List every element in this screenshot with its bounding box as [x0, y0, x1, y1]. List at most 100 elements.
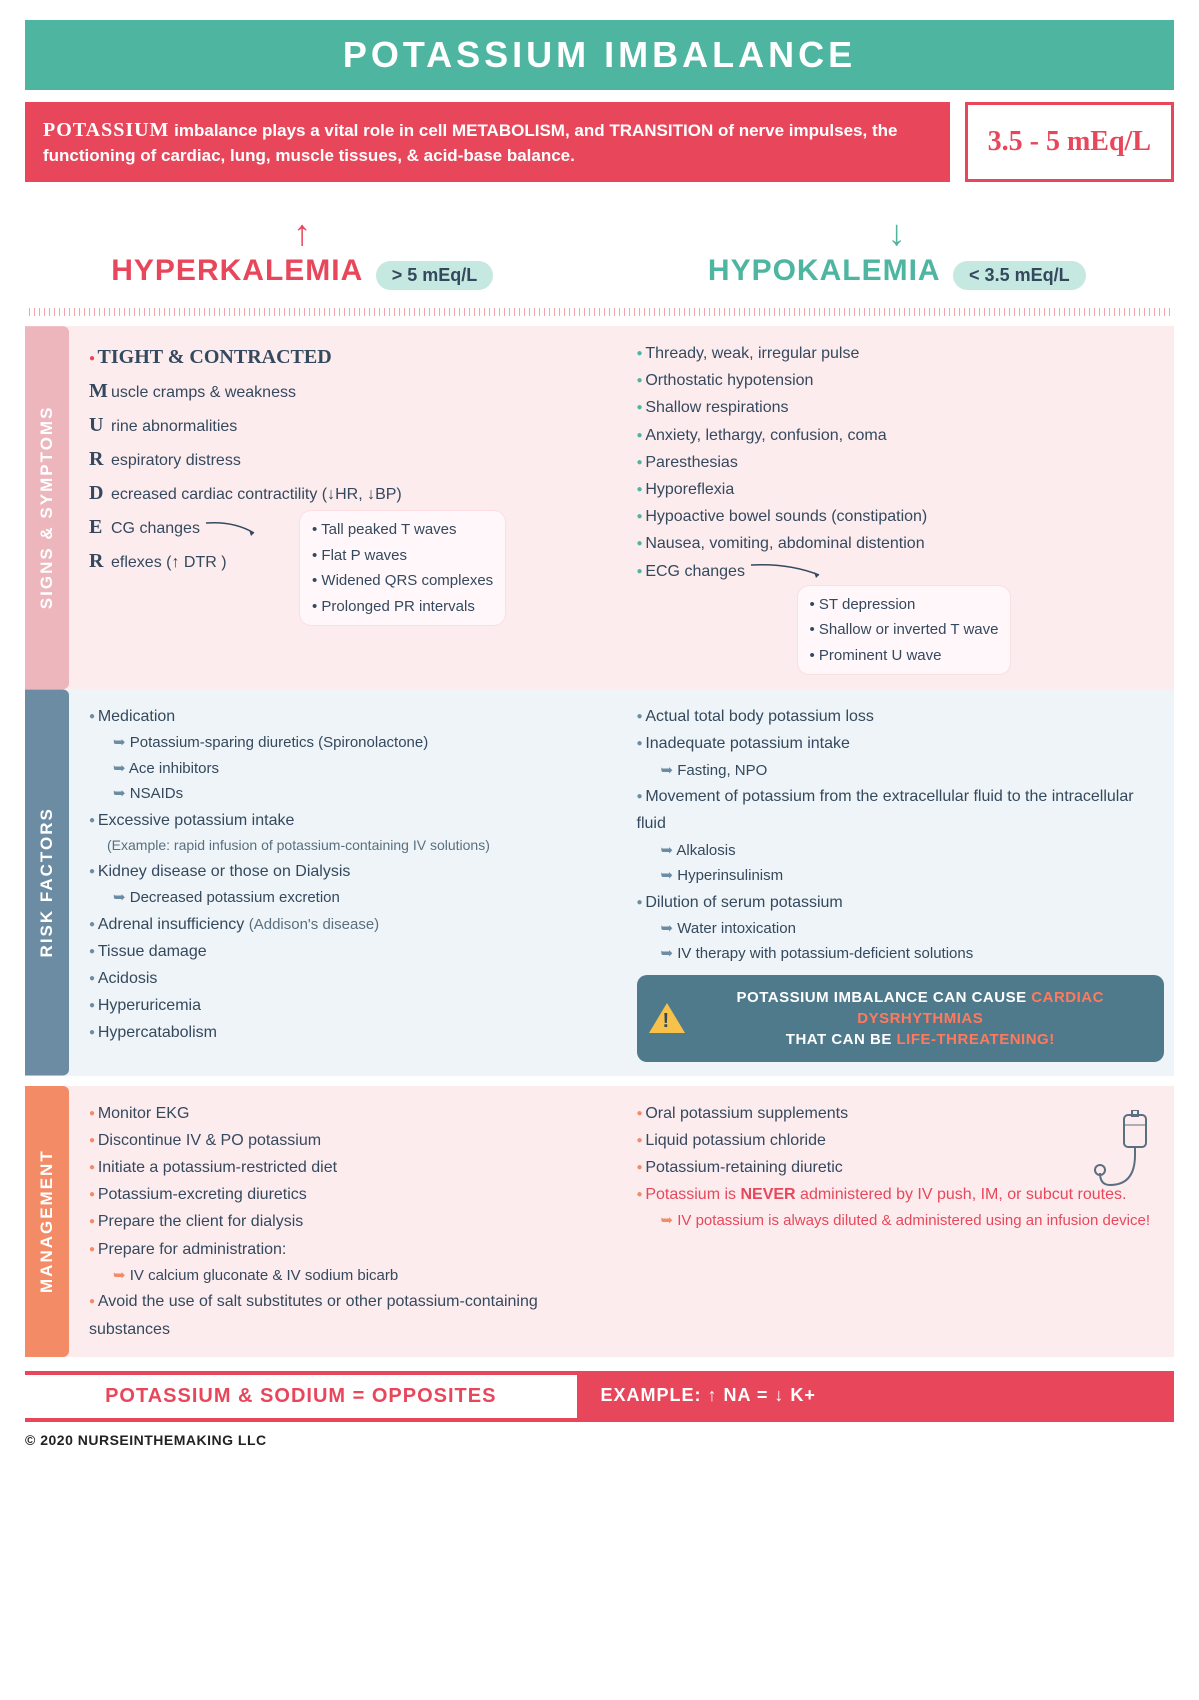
ry-0: Actual total body potassium loss [637, 703, 1165, 730]
murder-list: Muscle cramps & weakness Urine abnormali… [89, 374, 617, 626]
d-text: ecreased cardiac contractility (↓HR, ↓BP… [111, 486, 402, 503]
intro-prefix: POTASSIUM [43, 119, 169, 141]
r-text: espiratory distress [111, 452, 241, 469]
intro-text: POTASSIUM imbalance plays a vital role i… [25, 102, 950, 182]
mh-0: Monitor EKG [89, 1100, 617, 1127]
signs-body: TIGHT & CONTRACTED Muscle cramps & weakn… [69, 326, 1174, 689]
my-0: Oral potassium supplements [637, 1100, 1165, 1127]
sh-5: Hyporeflexia [637, 476, 1165, 503]
e-text: CG changes [111, 520, 200, 537]
r2-letter: R [89, 544, 111, 578]
ry-3s0: Water intoxication [637, 916, 1165, 942]
section-mgmt: MANAGEMENT Monitor EKG Discontinue IV & … [25, 1086, 1174, 1357]
ecg-hyper-list: Tall peaked T waves Flat P waves Widened… [299, 510, 506, 626]
hyper-range-pill: > 5 mEq/L [376, 261, 494, 290]
my-1: Liquid potassium chloride [637, 1127, 1165, 1154]
signs-hyper-col: TIGHT & CONTRACTED Muscle cramps & weakn… [89, 340, 617, 675]
signs-hyper-heading: TIGHT & CONTRACTED [89, 340, 617, 374]
rh-0s1: Ace inhibitors [89, 756, 617, 782]
mh-6: Avoid the use of salt substitutes or oth… [89, 1288, 617, 1342]
copyright: © 2020 NURSEINTHEMAKING LLC [25, 1432, 1174, 1448]
rh-6: Hyperuricemia [89, 992, 617, 1019]
mgmt-hypo-list: Oral potassium supplements Liquid potass… [637, 1100, 1165, 1234]
risk-hyper-col: Medication Potassium-sparing diuretics (… [89, 703, 617, 1061]
mh-5: Prepare for administration: [89, 1236, 617, 1263]
sh-4: Paresthesias [637, 449, 1165, 476]
u-letter: U [89, 408, 111, 442]
ecg-h-2: Widened QRS complexes [312, 568, 493, 594]
intro-row: POTASSIUM imbalance plays a vital role i… [25, 102, 1174, 182]
sh-1: Orthostatic hypotension [637, 367, 1165, 394]
label-risk: RISK FACTORS [25, 689, 69, 1075]
signs-hypo-list: Thready, weak, irregular pulse Orthostat… [637, 340, 1165, 585]
page-title: POTASSIUM IMBALANCE [25, 20, 1174, 90]
mgmt-hyper-list: Monitor EKG Discontinue IV & PO potassiu… [89, 1100, 617, 1343]
my-never-sub: IV potassium is always diluted & adminis… [637, 1208, 1165, 1234]
r-letter: R [89, 442, 111, 476]
rh-1: Excessive potassium intake [89, 807, 617, 834]
ry-1: Inadequate potassium intake [637, 730, 1165, 757]
hyper-header: ↑ HYPERKALEMIA > 5 mEq/L [25, 212, 580, 290]
my-2: Potassium-retaining diuretic [637, 1154, 1165, 1181]
warn-l2: THAT CAN BE [786, 1031, 897, 1048]
risk-hyper-list: Medication Potassium-sparing diuretics (… [89, 703, 617, 1046]
rh-2: Kidney disease or those on Dialysis [89, 858, 617, 885]
label-signs: SIGNS & SYMPTOMS [25, 326, 69, 689]
sh-2: Shallow respirations [637, 394, 1165, 421]
sh-0: Thready, weak, irregular pulse [637, 340, 1165, 367]
u-text: rine abnormalities [111, 418, 237, 435]
mh-2: Initiate a potassium-restricted diet [89, 1154, 617, 1181]
ecg-h-3: Prolonged PR intervals [312, 594, 493, 620]
m-letter: M [89, 374, 111, 408]
curve-arrow-icon-2 [749, 561, 829, 581]
hyper-title: HYPERKALEMIA [111, 254, 363, 288]
rh-3: Adrenal insufficiency (Addison's disease… [89, 911, 617, 938]
hypo-header: ↓ HYPOKALEMIA < 3.5 mEq/L [620, 212, 1175, 290]
signs-hypo-col: Thready, weak, irregular pulse Orthostat… [637, 340, 1165, 675]
ry-2s1: Hyperinsulinism [637, 863, 1165, 889]
ecg-h-1: Flat P waves [312, 543, 493, 569]
risk-hypo-list: Actual total body potassium loss Inadequ… [637, 703, 1165, 966]
rh-0s2: NSAIDs [89, 781, 617, 807]
rh-2s0: Decreased potassium excretion [89, 885, 617, 911]
rh-7: Hypercatabolism [89, 1019, 617, 1046]
rh-0: Medication [89, 703, 617, 730]
divider-wavy [25, 308, 1174, 316]
ry-2s0: Alkalosis [637, 838, 1165, 864]
risk-body: Medication Potassium-sparing diuretics (… [69, 689, 1174, 1075]
warn-l1: POTASSIUM IMBALANCE CAN CAUSE [737, 989, 1032, 1006]
mgmt-hypo-col: Oral potassium supplements Liquid potass… [637, 1100, 1165, 1343]
normal-range-box: 3.5 - 5 mEq/L [965, 102, 1174, 182]
r2-text: eflexes (↑ DTR ) [111, 554, 227, 571]
footer-right: EXAMPLE: ↑ NA = ↓ K+ [577, 1371, 1174, 1422]
hypo-title: HYPOKALEMIA [708, 254, 941, 288]
column-headers: ↑ HYPERKALEMIA > 5 mEq/L ↓ HYPOKALEMIA <… [25, 212, 1174, 290]
arrow-up-icon: ↑ [25, 212, 580, 254]
rh-5: Acidosis [89, 965, 617, 992]
ecg-hy-2: Prominent U wave [810, 643, 999, 669]
ecg-h-0: Tall peaked T waves [312, 517, 493, 543]
sh-7: Nausea, vomiting, abdominal distention [637, 530, 1165, 557]
ry-2: Movement of potassium from the extracell… [637, 783, 1165, 837]
mgmt-hyper-col: Monitor EKG Discontinue IV & PO potassiu… [89, 1100, 617, 1343]
mgmt-body: Monitor EKG Discontinue IV & PO potassiu… [69, 1086, 1174, 1357]
sh-6: Hypoactive bowel sounds (constipation) [637, 503, 1165, 530]
intro-body: imbalance plays a vital role in cell MET… [43, 121, 897, 165]
sh-8: ECG changes [637, 558, 1165, 585]
warning-callout: ! POTASSIUM IMBALANCE CAN CAUSE CARDIAC … [637, 975, 1165, 1062]
ry-3: Dilution of serum potassium [637, 889, 1165, 916]
section-risk: RISK FACTORS Medication Potassium-sparin… [25, 689, 1174, 1075]
label-mgmt: MANAGEMENT [25, 1086, 69, 1357]
ecg-hy-1: Shallow or inverted T wave [810, 617, 999, 643]
section-signs: SIGNS & SYMPTOMS TIGHT & CONTRACTED Musc… [25, 326, 1174, 689]
rh-1n: (Example: rapid infusion of potassium-co… [89, 834, 617, 858]
ry-3s1: IV therapy with potassium-deficient solu… [637, 941, 1165, 967]
ecg-hy-0: ST depression [810, 592, 999, 618]
sh-3: Anxiety, lethargy, confusion, coma [637, 422, 1165, 449]
mh-5s: IV calcium gluconate & IV sodium bicarb [89, 1263, 617, 1289]
ecg-hypo-list: ST depression Shallow or inverted T wave… [797, 585, 1012, 676]
mh-3: Potassium-excreting diuretics [89, 1181, 617, 1208]
rh-0s0: Potassium-sparing diuretics (Spironolact… [89, 730, 617, 756]
mh-1: Discontinue IV & PO potassium [89, 1127, 617, 1154]
ry-1s0: Fasting, NPO [637, 758, 1165, 784]
